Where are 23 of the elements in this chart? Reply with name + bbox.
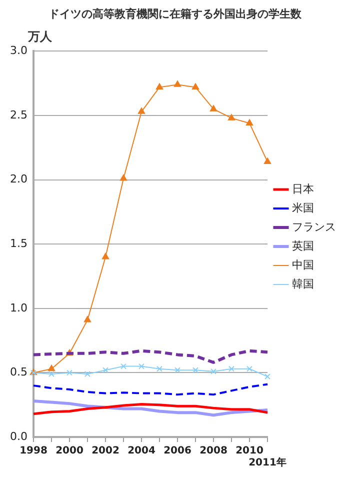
y-tick-label: 3.0 <box>10 44 28 58</box>
y-tick-label: 2.5 <box>10 108 28 122</box>
x-tick-label: 2011年 <box>248 456 286 469</box>
x-tick-label: 1998 <box>20 446 48 457</box>
legend-label: 英国 <box>292 239 314 252</box>
y-tick-label: 1.5 <box>10 236 28 250</box>
legend-label: 韓国 <box>292 277 314 290</box>
y-axis-title: 万人 <box>27 29 53 44</box>
chart-title: ドイツの高等教育機関に在籍する外国出身の学生数 <box>48 7 302 20</box>
y-tick-label: 2.0 <box>10 172 28 186</box>
x-tick-label: 2006 <box>164 446 192 457</box>
x-tick-label: 2000 <box>56 446 84 457</box>
legend-label: 米国 <box>292 201 314 214</box>
legend-label: フランス <box>292 220 336 234</box>
legend-label: 日本 <box>292 182 314 196</box>
y-tick-label: 1.0 <box>10 301 28 314</box>
x-tick-label: 2002 <box>92 446 120 457</box>
x-tick-label: 2008 <box>200 446 228 457</box>
y-tick-label: 0.0 <box>10 430 28 443</box>
x-tick-label: 2010 <box>236 446 264 457</box>
x-tick-label: 2004 <box>128 446 156 457</box>
legend-label: 中国 <box>292 258 314 272</box>
y-tick-label: 0.5 <box>10 366 28 379</box>
